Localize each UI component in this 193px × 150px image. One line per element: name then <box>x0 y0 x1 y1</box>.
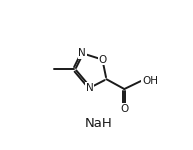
Text: O: O <box>98 55 107 65</box>
Text: NaH: NaH <box>85 117 113 130</box>
Text: N: N <box>78 48 86 58</box>
Text: OH: OH <box>142 76 158 86</box>
Text: O: O <box>120 104 129 114</box>
Text: N: N <box>86 83 94 93</box>
